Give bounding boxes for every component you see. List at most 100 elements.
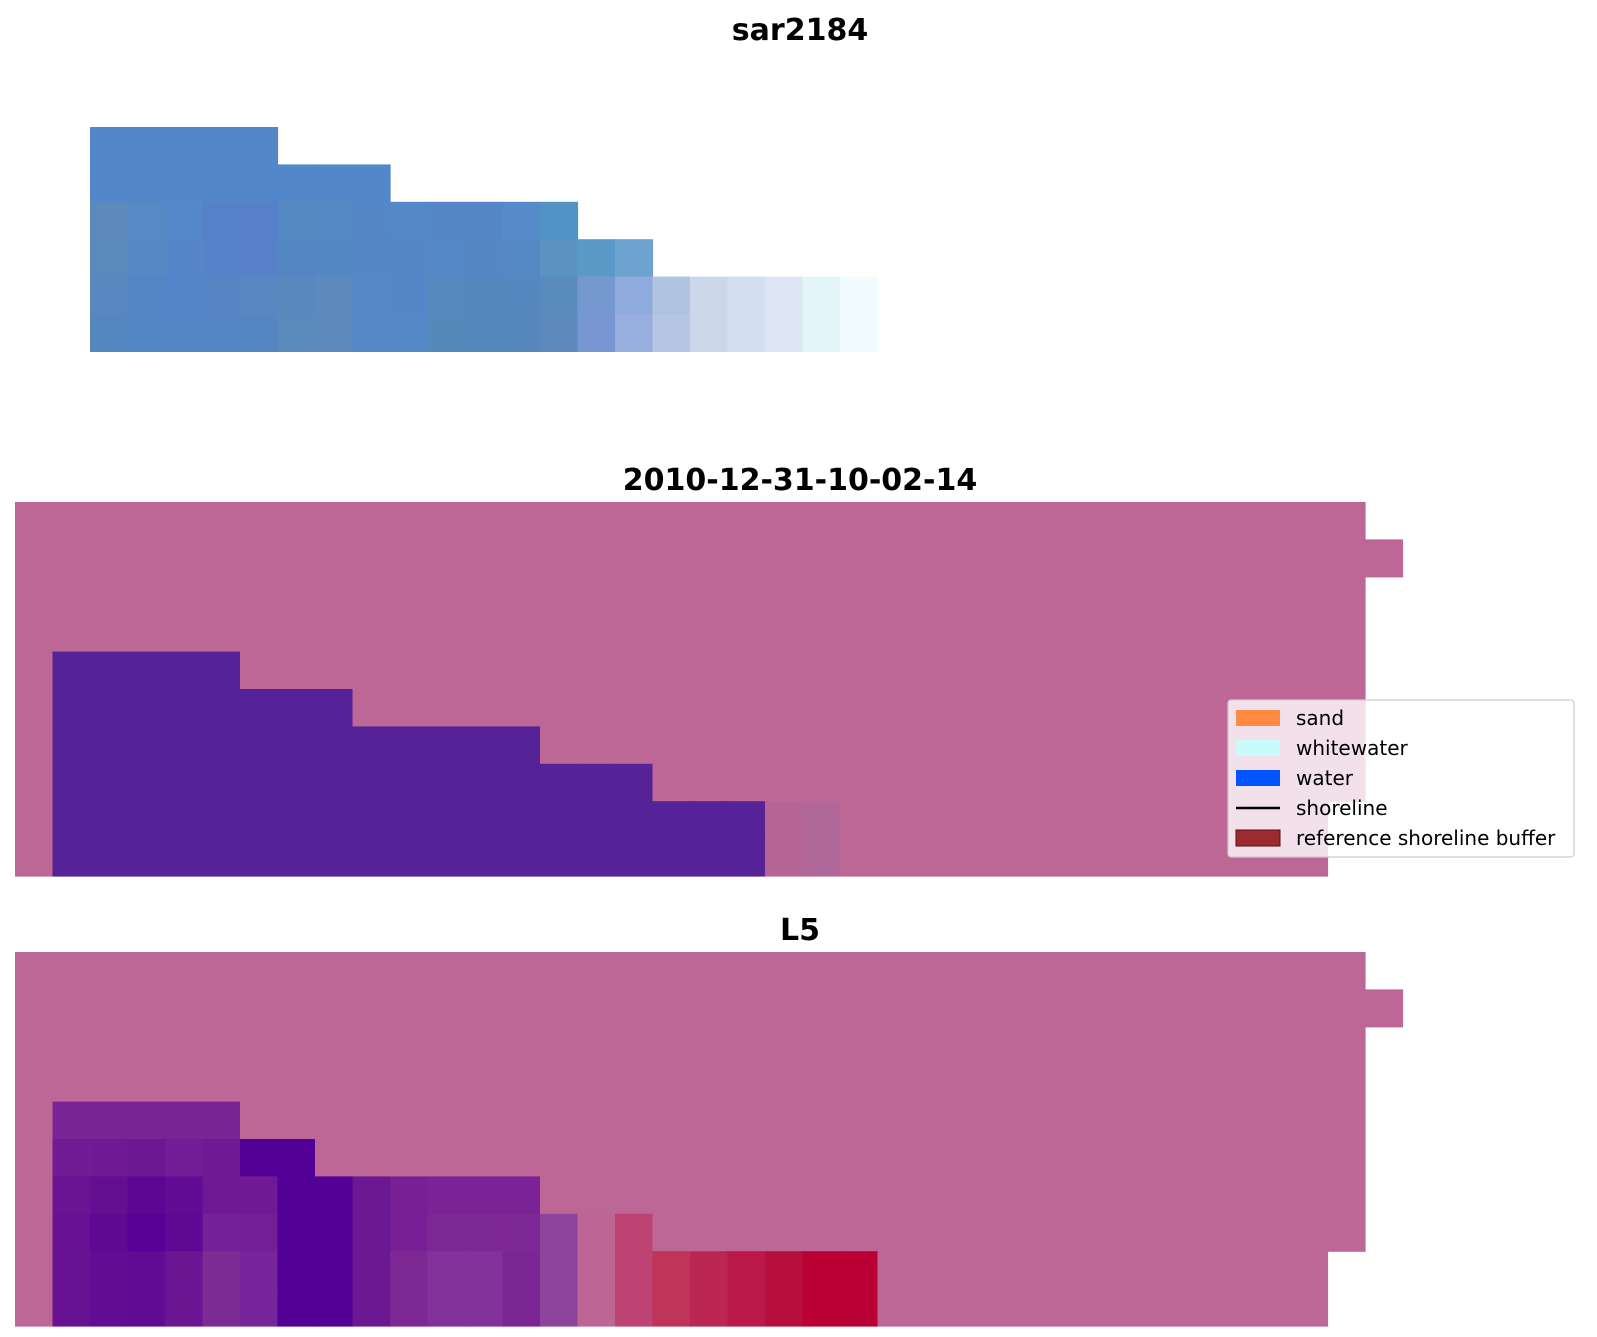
heatmap-cell: [1177, 726, 1216, 765]
heatmap-cell: [877, 952, 916, 990]
heatmap-cell: [1215, 1213, 1254, 1252]
heatmap-cell: [690, 1213, 729, 1252]
heatmap-cell: [1290, 576, 1329, 615]
heatmap-cell: [390, 1288, 429, 1327]
heatmap-cell: [877, 838, 916, 877]
heatmap-cell: [315, 502, 354, 540]
heatmap-cell: [127, 838, 166, 877]
heatmap-cell: [915, 1251, 954, 1290]
heatmap-cell: [877, 989, 916, 1028]
heatmap-cell: [90, 1176, 129, 1215]
heatmap-cell: [652, 1064, 691, 1103]
heatmap-cell: [1327, 539, 1366, 578]
heatmap-cell: [1215, 952, 1254, 990]
heatmap-cell: [727, 502, 766, 540]
heatmap-cell: [15, 1176, 54, 1215]
heatmap-cell: [1290, 1251, 1329, 1290]
heatmap-cell: [1027, 1064, 1066, 1103]
heatmap-cell: [502, 763, 541, 802]
legend-entries: sand whitewater water shoreline reference sh…: [1235, 706, 1556, 850]
heatmap-cell: [202, 201, 241, 240]
heatmap-cell: [690, 614, 729, 653]
heatmap-cell: [877, 726, 916, 765]
heatmap-cell: [277, 989, 316, 1028]
heatmap-cell: [390, 1176, 429, 1215]
heatmap-cell: [540, 1251, 579, 1290]
heatmap-cell: [765, 1101, 804, 1140]
heatmap-cell: [315, 539, 354, 578]
heatmap-cell: [1215, 651, 1254, 690]
heatmap-cell: [1252, 1139, 1291, 1177]
heatmap-cell: [1252, 1064, 1291, 1103]
heatmap-cell: [1140, 502, 1179, 540]
heatmap-cell: [15, 1288, 54, 1327]
heatmap-cell: [577, 1026, 616, 1065]
heatmap-cell: [1140, 651, 1179, 690]
heatmap-cell: [1140, 689, 1179, 727]
heatmap-cell: [952, 1139, 991, 1177]
heatmap-cell: [652, 689, 691, 727]
heatmap-cell: [352, 276, 391, 315]
heatmap-cell: [15, 651, 54, 690]
heatmap-cell: [990, 576, 1029, 615]
heatmap-cell: [352, 952, 391, 990]
heatmap-cell: [52, 989, 91, 1028]
heatmap-cell: [727, 314, 766, 352]
heatmap-cell: [1065, 1026, 1104, 1065]
heatmap-cell: [840, 1026, 879, 1065]
heatmap-cell: [877, 1251, 916, 1290]
heatmap-cell: [1140, 1213, 1179, 1252]
heatmap-cell: [577, 1139, 616, 1177]
heatmap-cell: [127, 1101, 166, 1140]
heatmap-cell: [802, 1176, 841, 1215]
heatmap-cell: [15, 689, 54, 727]
heatmap-cell: [165, 651, 204, 690]
heatmap-cell: [90, 952, 129, 990]
heatmap-cell: [52, 763, 91, 802]
heatmap-cell: [315, 1139, 354, 1177]
heatmap-cells: [15, 502, 1404, 877]
heatmap-cell: [277, 314, 316, 352]
heatmap-cell: [352, 1176, 391, 1215]
heatmap-cell: [1140, 801, 1179, 840]
heatmap-cell: [1290, 614, 1329, 653]
heatmap-cell: [427, 838, 466, 877]
legend: sand whitewater water shoreline reference sh…: [1227, 699, 1575, 858]
heatmap-cell: [690, 1139, 729, 1177]
heatmap-cell: [915, 576, 954, 615]
heatmap-cell: [727, 539, 766, 578]
heatmap-cell: [165, 689, 204, 727]
heatmap-cell: [540, 726, 579, 765]
heatmap-cell: [765, 838, 804, 877]
heatmap-cell: [202, 1139, 241, 1177]
heatmap-cell: [577, 689, 616, 727]
heatmap-cell: [840, 1176, 879, 1215]
heatmap-cell: [502, 502, 541, 540]
heatmap-cell: [277, 838, 316, 877]
heatmap-cell: [127, 239, 166, 278]
heatmap-cell: [952, 651, 991, 690]
heatmap-cell: [315, 1064, 354, 1103]
heatmap-cell: [765, 1139, 804, 1177]
heatmap-cell: [615, 502, 654, 540]
heatmap-cell: [652, 1176, 691, 1215]
heatmap-cell: [465, 651, 504, 690]
heatmap-cell: [727, 651, 766, 690]
heatmap-cell: [315, 651, 354, 690]
heatmap-cell: [652, 1101, 691, 1140]
heatmap-cell: [1327, 1026, 1366, 1065]
heatmap-cell: [840, 314, 879, 352]
heatmap-cell: [877, 1064, 916, 1103]
heatmap-cell: [690, 276, 729, 315]
heatmap-cell: [765, 276, 804, 315]
heatmap-cell: [15, 1101, 54, 1140]
heatmap-cell: [952, 1064, 991, 1103]
heatmap-cell: [240, 1288, 279, 1327]
heatmap-cell: [165, 838, 204, 877]
heatmap-cell: [127, 689, 166, 727]
heatmap-cell: [352, 1139, 391, 1177]
heatmap-cell: [540, 539, 579, 578]
heatmap-cell: [1102, 989, 1141, 1028]
heatmap-cell: [1177, 1176, 1216, 1215]
heatmap-cell: [1027, 1251, 1066, 1290]
